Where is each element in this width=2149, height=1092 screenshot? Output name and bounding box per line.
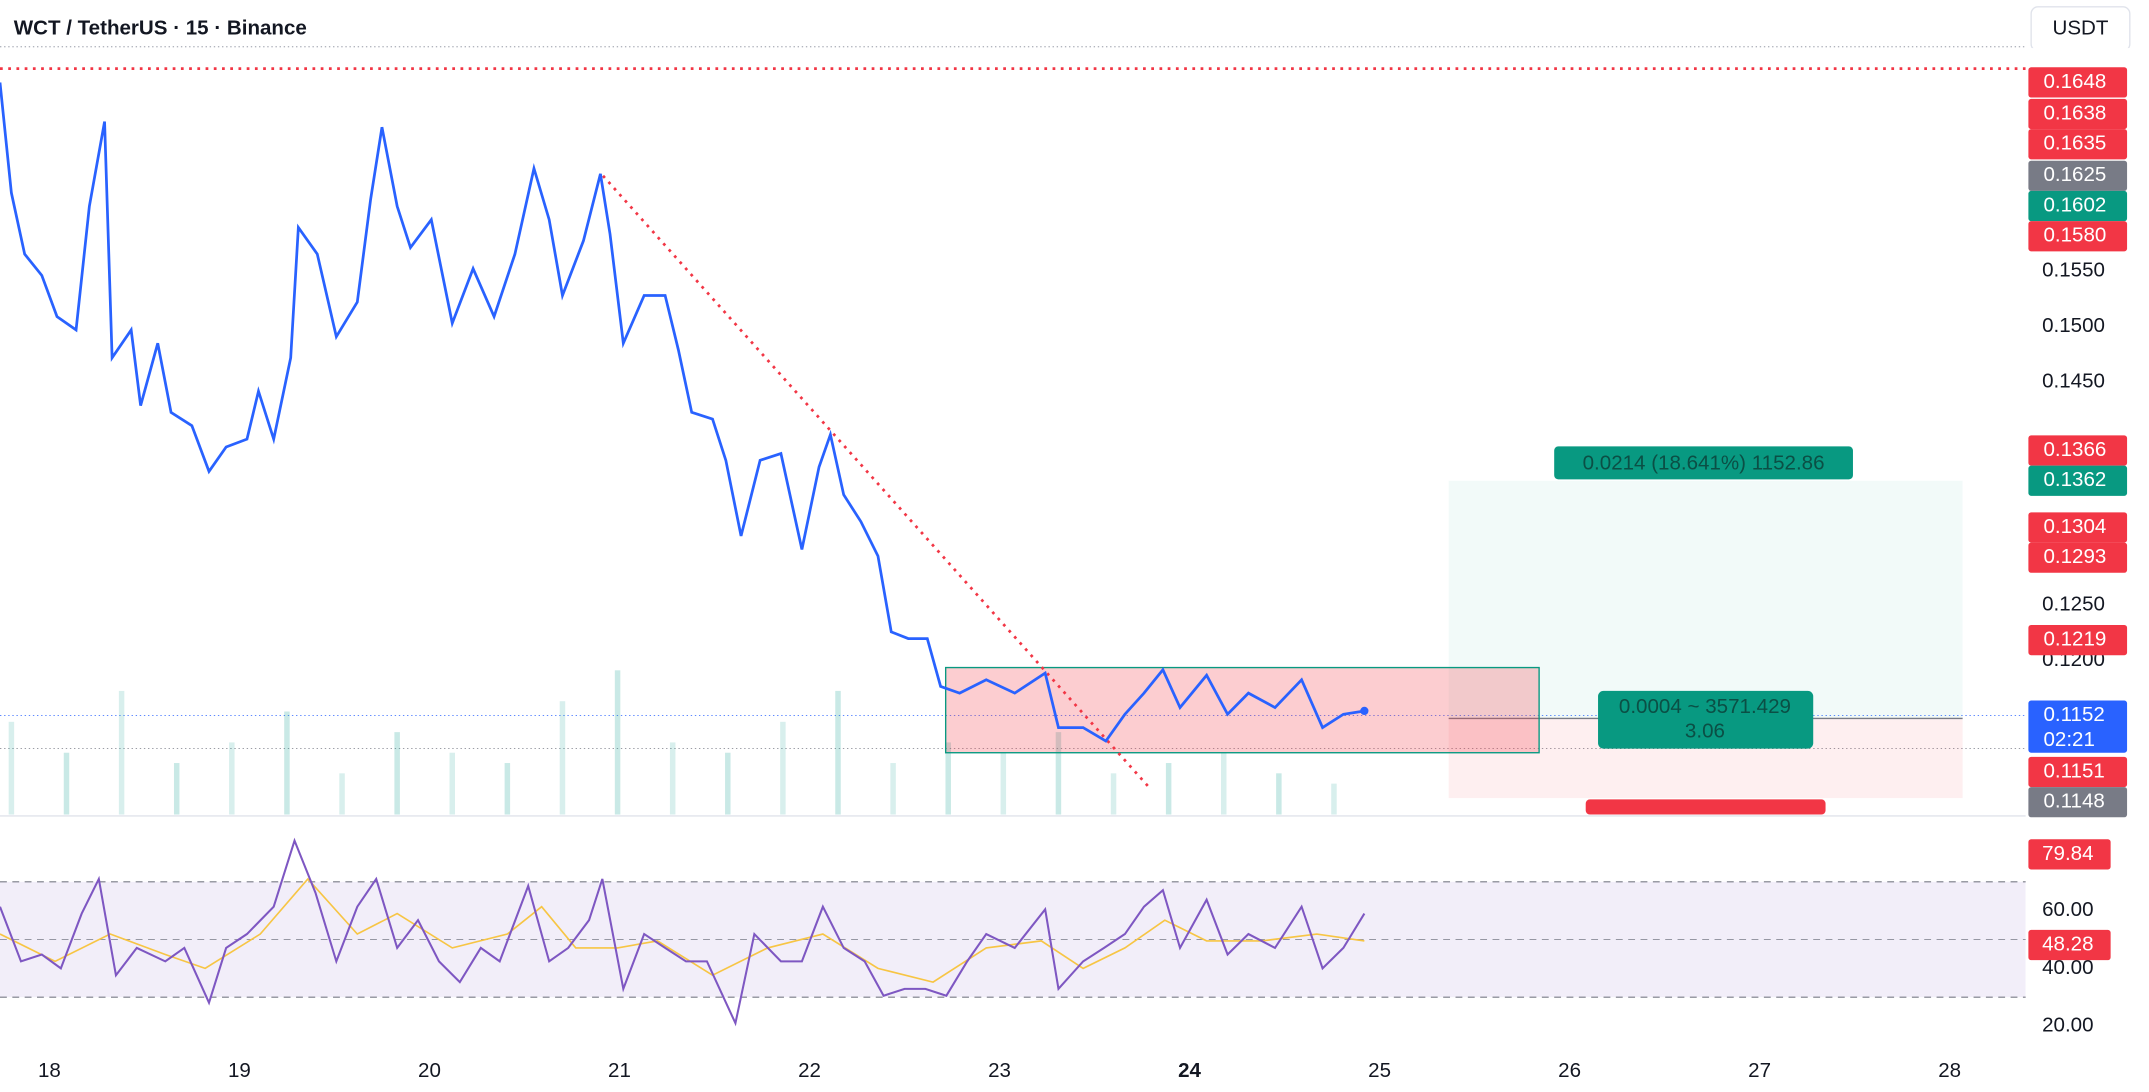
volume-bar: [945, 742, 951, 815]
y-tick-label: 0.1450: [2042, 370, 2105, 393]
volume-bar: [1165, 763, 1172, 815]
risk-reward-label: 3.06: [1685, 720, 1725, 743]
volume-bar: [559, 701, 566, 815]
price-tag: [2028, 700, 2128, 753]
price-tag: [2028, 67, 2128, 98]
price-tag: [2028, 190, 2128, 222]
y-tick-label: 0.1250: [2042, 593, 2105, 616]
price-tag: [2028, 512, 2128, 543]
volume-bar: [118, 690, 125, 815]
x-tick-label: 20: [418, 1059, 441, 1082]
y-tick-label: 0.1550: [2042, 258, 2105, 281]
price-tag-text: 0.1635: [2043, 132, 2106, 155]
symbol-title: WCT / TetherUS · 15 · Binance: [14, 16, 307, 39]
price-tag: [2028, 465, 2128, 496]
rsi-tick-label: 20.00: [2042, 1013, 2093, 1036]
volume-bar: [1221, 752, 1227, 815]
price-tag-text: 0.1151: [2043, 759, 2104, 782]
price-tag-text: 0.1648: [2043, 70, 2106, 93]
position-label-box: [1598, 690, 1814, 749]
price-tag-text: 0.1152: [2043, 703, 2104, 726]
volume-bar: [284, 711, 290, 815]
x-tick-label: 23: [988, 1059, 1011, 1082]
volume-bar: [725, 752, 731, 815]
volume-bar: [1276, 773, 1282, 815]
price-tag-text: 0.1219: [2043, 628, 2106, 651]
volume-bar: [394, 732, 400, 815]
price-tag-text: 0.1293: [2043, 545, 2106, 568]
rsi-value-tag: [2028, 839, 2111, 870]
x-tick-label: 28: [1938, 1059, 1961, 1082]
volume-bar: [1331, 783, 1337, 815]
volume-bar: [339, 773, 345, 815]
rsi-line: [0, 837, 1366, 1027]
volume-bar: [669, 742, 676, 815]
price-tag: [2028, 129, 2128, 160]
volume-bar: [614, 670, 621, 815]
price-line: [0, 82, 1365, 743]
volume-bar: [1055, 732, 1062, 815]
price-tag-text: 0.1362: [2043, 468, 2106, 491]
price-tag-text: 0.1304: [2043, 515, 2106, 538]
target-label-box: [1554, 446, 1853, 480]
volume-bar: [504, 763, 511, 815]
position-label: 0.0004 ~ 3571.429: [1619, 695, 1791, 718]
volume-bar: [63, 752, 70, 815]
volume-bar: [229, 742, 235, 815]
price-tag-text: 0.1638: [2043, 101, 2106, 124]
target-zone: [1448, 480, 1963, 719]
price-tag: [2028, 542, 2128, 573]
trend-line: [602, 174, 1153, 791]
price-tag: [2028, 221, 2128, 252]
volume-bar: [449, 752, 455, 815]
rsi-value-tag-text: 79.84: [2042, 842, 2093, 865]
volume-bar: [1000, 752, 1007, 815]
price-tag: [2028, 756, 2128, 788]
volume-layer: [8, 670, 1337, 815]
x-tick-label: 24: [1178, 1059, 1201, 1082]
price-tag-text: 0.1580: [2043, 224, 2106, 247]
price-tag-text: 0.1366: [2043, 438, 2106, 461]
x-tick-label: 21: [608, 1059, 631, 1082]
volume-bar: [173, 763, 180, 815]
volume-bar: [1110, 773, 1117, 815]
x-tick-label: 22: [798, 1059, 821, 1082]
range-box: [944, 666, 1540, 754]
rsi-tick-label: 60.00: [2042, 898, 2093, 921]
rsi-value-tag: [2028, 929, 2111, 961]
price-tag: [2028, 160, 2128, 191]
volume-bar: [780, 721, 786, 815]
price-tag-text: 0.1602: [2043, 193, 2106, 216]
rsi-tick-label: 40.00: [2042, 956, 2093, 979]
x-tick-label: 18: [38, 1059, 61, 1082]
y-tick-label: 0.1500: [2042, 314, 2105, 337]
price-tag-text: 0.1148: [2043, 790, 2104, 813]
price-tag: [2028, 787, 2128, 818]
price-tag: [2028, 435, 2128, 466]
price-tag: [2028, 624, 2128, 656]
x-tick-label: 19: [228, 1059, 251, 1082]
stop-label-box: [1585, 799, 1826, 815]
rsi-ma-line: [0, 877, 1365, 983]
countdown: 02:21: [2043, 728, 2094, 751]
x-tick-label: 27: [1748, 1059, 1771, 1082]
rsi-value-tag-text: 48.28: [2042, 932, 2093, 955]
volume-bar: [890, 763, 896, 815]
x-tick-label: 26: [1558, 1059, 1581, 1082]
currency-button-text[interactable]: USDT: [2052, 16, 2108, 39]
price-tag: [2028, 98, 2128, 130]
volume-bar: [835, 690, 841, 815]
target-label: 0.0214 (18.641%) 1152.86: [1583, 452, 1825, 475]
last-price-dot: [1360, 706, 1369, 716]
volume-bar: [8, 721, 15, 815]
price-tag-text: 0.1625: [2043, 163, 2106, 186]
x-tick-label: 25: [1368, 1059, 1391, 1082]
